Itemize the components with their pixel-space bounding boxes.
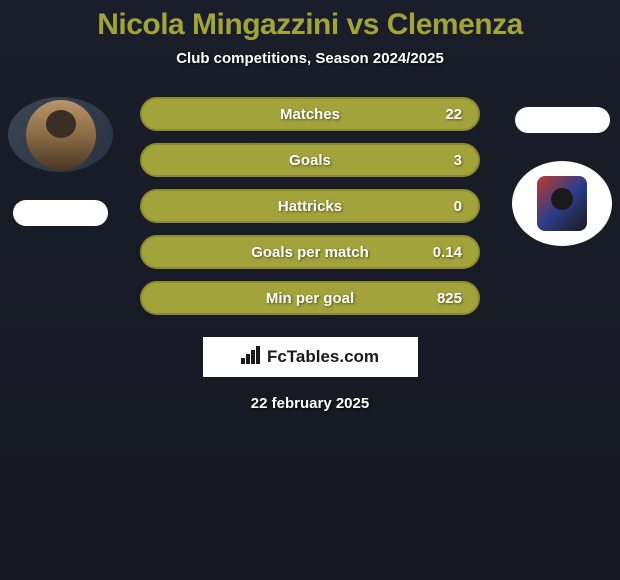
stat-label: Hattricks bbox=[278, 198, 342, 215]
player-left-avatar bbox=[8, 97, 113, 172]
stat-label: Matches bbox=[280, 106, 340, 123]
stat-value: 22 bbox=[445, 106, 462, 123]
stat-bar-goals-per-match: Goals per match 0.14 bbox=[140, 235, 480, 269]
subtitle: Club competitions, Season 2024/2025 bbox=[176, 50, 444, 67]
stat-value: 825 bbox=[437, 290, 462, 307]
stat-label: Goals per match bbox=[251, 244, 369, 261]
player-right-blank-oval bbox=[515, 107, 610, 133]
stat-value: 0 bbox=[454, 198, 462, 215]
player-right-club-badge bbox=[512, 161, 612, 246]
stats-column: Matches 22 Goals 3 Hattricks 0 Goals per… bbox=[140, 97, 480, 315]
stat-bar-goals: Goals 3 bbox=[140, 143, 480, 177]
player-left-column bbox=[8, 97, 113, 226]
chart-icon bbox=[241, 346, 261, 369]
stat-bar-matches: Matches 22 bbox=[140, 97, 480, 131]
stat-bar-min-per-goal: Min per goal 825 bbox=[140, 281, 480, 315]
stat-value: 3 bbox=[454, 152, 462, 169]
page-title: Nicola Mingazzini vs Clemenza bbox=[97, 8, 523, 42]
date-text: 22 february 2025 bbox=[251, 395, 369, 412]
stat-bar-hattricks: Hattricks 0 bbox=[140, 189, 480, 223]
player-right-column bbox=[512, 107, 612, 246]
stat-label: Min per goal bbox=[266, 290, 354, 307]
brand-text: FcTables.com bbox=[267, 347, 379, 367]
content-row: Matches 22 Goals 3 Hattricks 0 Goals per… bbox=[0, 97, 620, 315]
player-left-club-oval bbox=[13, 200, 108, 226]
brand-box[interactable]: FcTables.com bbox=[203, 337, 418, 377]
stat-value: 0.14 bbox=[433, 244, 462, 261]
stat-label: Goals bbox=[289, 152, 331, 169]
